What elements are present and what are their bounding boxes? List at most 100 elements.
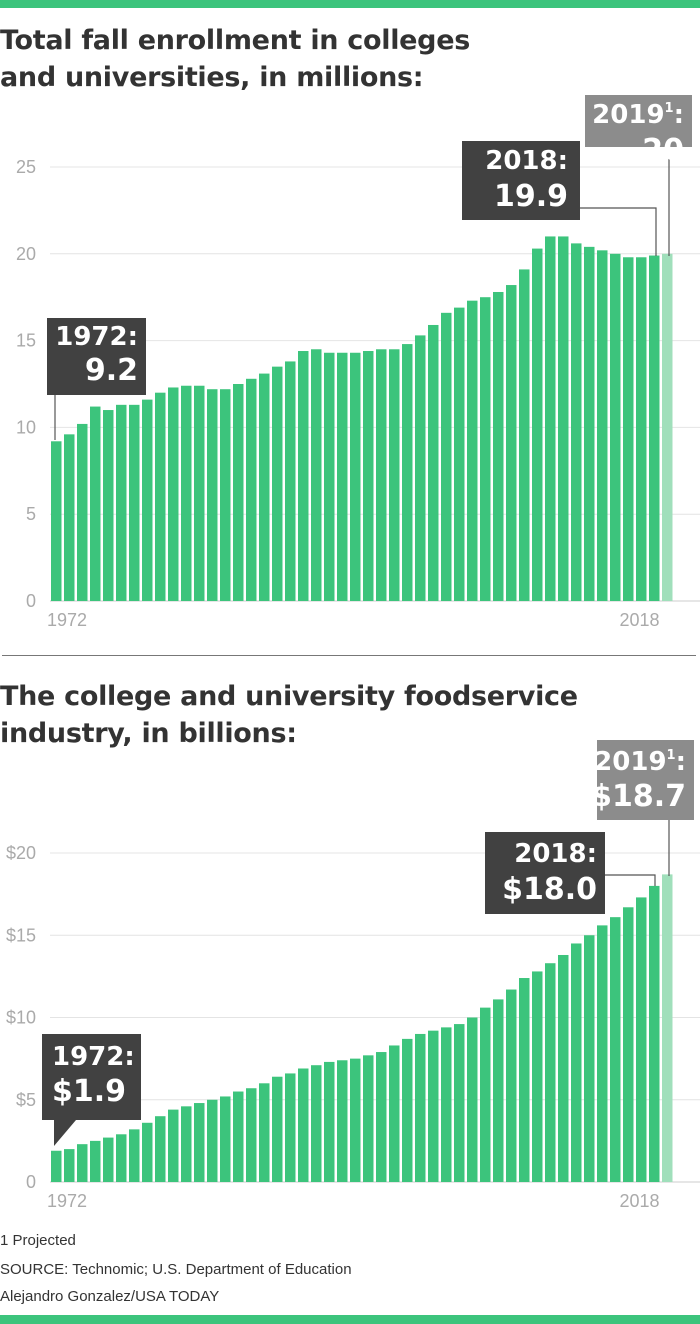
bar	[649, 885, 660, 1182]
bar	[298, 351, 309, 601]
bar	[415, 335, 426, 601]
credit-line: Alejandro Gonzalez/USA TODAY	[0, 1288, 220, 1305]
bar	[272, 1076, 283, 1182]
bar	[77, 423, 88, 601]
bar	[220, 1096, 231, 1182]
bar	[545, 236, 556, 601]
y-tick-label: 0	[26, 591, 36, 611]
bar	[233, 1091, 244, 1182]
y-tick-label: 25	[16, 157, 36, 177]
bar	[558, 236, 569, 601]
bar	[610, 917, 621, 1182]
bar	[376, 1052, 387, 1182]
bar	[454, 1024, 465, 1182]
bar	[532, 971, 543, 1182]
bar	[480, 1007, 491, 1182]
bar	[272, 366, 283, 601]
bottom-accent-bar	[0, 1315, 700, 1324]
bar	[350, 352, 361, 601]
bar	[337, 352, 348, 601]
bar	[571, 943, 582, 1182]
annotation-year-label: 20191:	[592, 100, 684, 130]
top-accent-bar	[0, 0, 700, 8]
bar	[636, 257, 647, 601]
y-tick-label: $15	[6, 925, 36, 945]
bar	[116, 1134, 127, 1182]
bar	[103, 410, 114, 601]
bar	[623, 907, 634, 1182]
annotation-year-label: 2018:	[514, 839, 597, 869]
source-line: SOURCE: Technomic; U.S. Department of Ed…	[0, 1261, 352, 1278]
bar	[493, 999, 504, 1182]
bar	[324, 1061, 335, 1182]
annotation-value-label: $1.9	[52, 1074, 126, 1109]
bar	[584, 935, 595, 1182]
bar	[506, 989, 517, 1182]
bar	[155, 1116, 166, 1182]
bar	[77, 1144, 88, 1182]
bar	[116, 404, 127, 601]
footnote-projected: 1 Projected	[0, 1232, 76, 1249]
bar-projected	[662, 874, 673, 1182]
bar	[545, 963, 556, 1182]
bar	[402, 344, 413, 601]
bar	[90, 1140, 101, 1182]
x-tick-label: 2018	[619, 610, 659, 630]
annotation-leader-line	[605, 874, 656, 886]
bar	[246, 1088, 257, 1182]
y-tick-label: 20	[16, 244, 36, 264]
bar	[597, 925, 608, 1182]
x-tick-label: 2018	[619, 1191, 659, 1211]
annotation-box	[462, 141, 580, 220]
bar	[571, 243, 582, 601]
bar	[610, 253, 621, 602]
bar	[64, 1149, 75, 1182]
bar	[168, 1109, 179, 1182]
bar	[285, 1073, 296, 1182]
annotation-year-label: 20191:	[594, 747, 686, 777]
bar	[181, 385, 192, 601]
bar	[155, 392, 166, 601]
annotation-pointer	[54, 1120, 76, 1146]
foodservice-chart: 0 $5 $10 $15 $20 1972 2018 1972:$1.9 2018:$18.0 2…	[6, 740, 700, 1211]
bar	[454, 307, 465, 601]
bar	[129, 404, 140, 601]
bar	[402, 1038, 413, 1182]
bar	[337, 1060, 348, 1182]
bar	[389, 349, 400, 601]
bar	[90, 406, 101, 601]
bar	[207, 389, 218, 601]
bar	[194, 385, 205, 601]
bar	[623, 257, 634, 601]
bar	[311, 1065, 322, 1182]
section-divider	[2, 655, 696, 656]
bar	[428, 324, 439, 601]
annotation-year-label: 2018:	[485, 146, 568, 176]
bar	[363, 351, 374, 601]
bar	[584, 246, 595, 601]
bar	[415, 1033, 426, 1182]
annotation-box	[585, 95, 692, 147]
y-tick-label: $10	[6, 1008, 36, 1028]
x-tick-label: 1972	[47, 1191, 87, 1211]
bar	[324, 352, 335, 601]
bar	[168, 387, 179, 601]
annotation-box	[42, 1034, 141, 1120]
bar	[311, 349, 322, 601]
bar	[142, 1122, 153, 1182]
bar	[298, 1068, 309, 1182]
annotation-year-label: 1972:	[55, 322, 138, 352]
bar	[259, 373, 270, 601]
bar	[207, 1099, 218, 1182]
bar	[129, 1129, 140, 1182]
bar	[194, 1103, 205, 1182]
annotation-box	[47, 318, 146, 395]
bar	[558, 954, 569, 1182]
bar	[519, 269, 530, 601]
bar	[51, 441, 62, 601]
bar	[519, 978, 530, 1182]
bar	[259, 1083, 270, 1182]
bar	[428, 1030, 439, 1182]
bar	[363, 1055, 374, 1182]
bar	[233, 384, 244, 601]
